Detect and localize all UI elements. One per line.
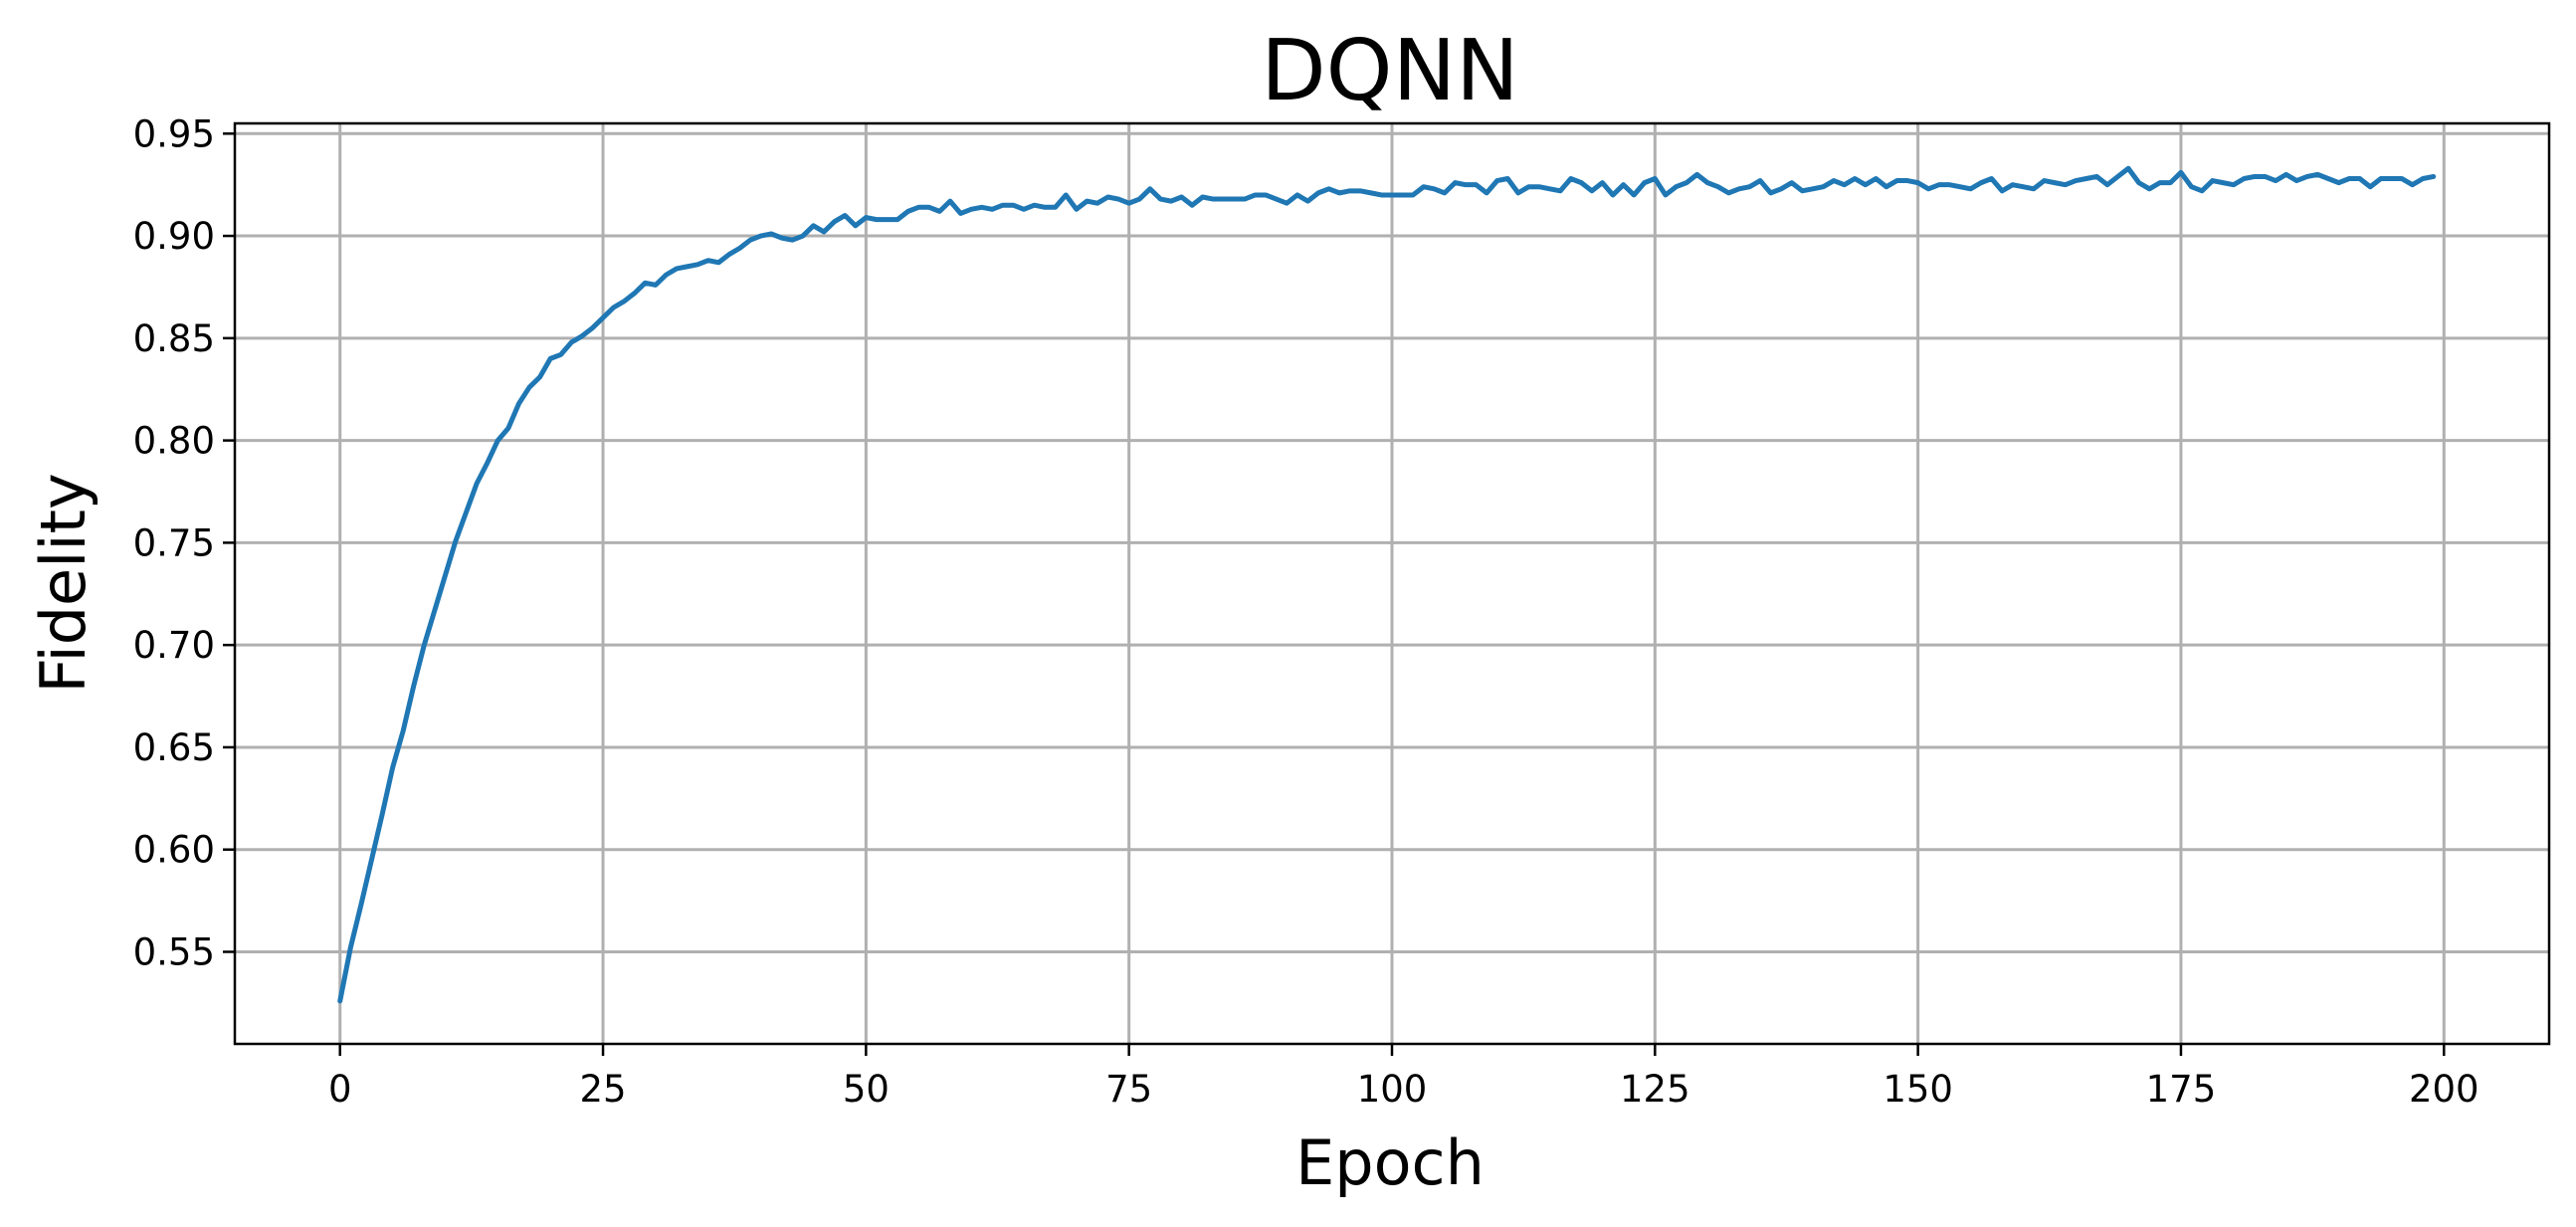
- x-axis: 0 25 50 75 100 125 150 175 200: [328, 1044, 2479, 1111]
- y-tick-label: 0.90: [133, 215, 215, 258]
- y-tick-label: 0.60: [133, 829, 215, 872]
- y-tick-label: 0.70: [133, 624, 215, 667]
- y-tick-label: 0.80: [133, 420, 215, 463]
- x-tick-label: 125: [1620, 1068, 1690, 1111]
- x-tick-label: 50: [843, 1068, 890, 1111]
- chart-title: DQNN: [1261, 22, 1519, 120]
- x-tick-label: 175: [2146, 1068, 2217, 1111]
- y-tick-label: 0.85: [133, 317, 215, 360]
- series-layer: [337, 165, 2437, 1004]
- x-tick-label: 100: [1357, 1068, 1428, 1111]
- y-tick-label: 0.55: [133, 931, 215, 974]
- grid: [235, 123, 2549, 1044]
- series-line: [337, 165, 2437, 1004]
- y-tick-label: 0.95: [133, 112, 215, 155]
- x-tick-label: 0: [328, 1068, 352, 1111]
- y-axis-label: Fidelity: [27, 473, 99, 693]
- x-tick-label: 75: [1105, 1068, 1152, 1111]
- x-tick-label: 150: [1882, 1068, 1953, 1111]
- x-tick-label: 200: [2409, 1068, 2479, 1111]
- y-tick-label: 0.65: [133, 726, 215, 769]
- x-tick-label: 25: [579, 1068, 626, 1111]
- y-axis: 0.55 0.60 0.65 0.70 0.75 0.80 0.85 0.90 0.95: [133, 112, 235, 974]
- x-axis-label: Epoch: [1295, 1126, 1485, 1199]
- y-tick-label: 0.75: [133, 521, 215, 564]
